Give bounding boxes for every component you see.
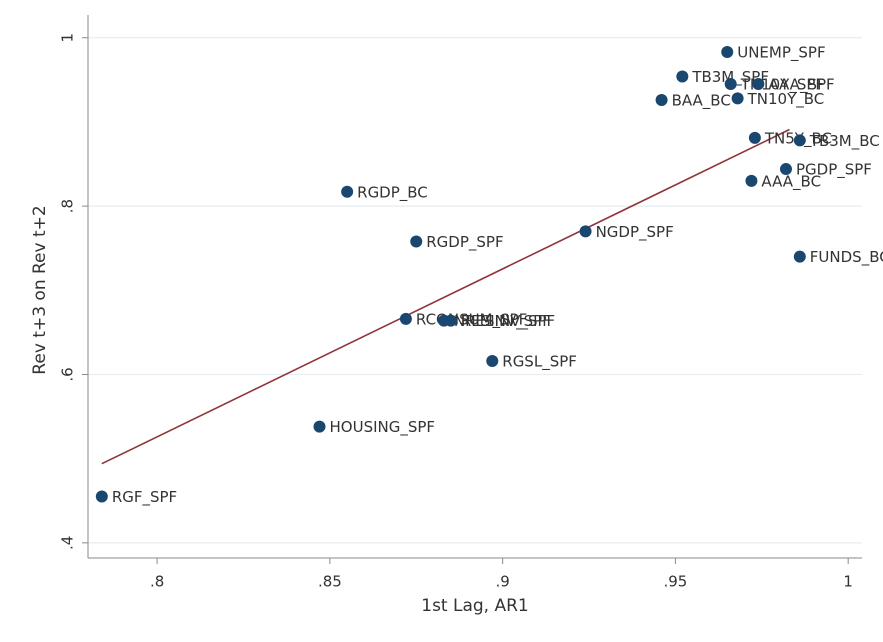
point — [731, 92, 744, 105]
y-tick-label: .4 — [59, 536, 77, 550]
point-label: RGDP_BC — [357, 183, 428, 202]
point — [676, 70, 689, 83]
point-label: NGDP_SPF — [596, 223, 674, 242]
point-label: HOUSING_SPF — [330, 418, 436, 437]
x-tick-label: .95 — [663, 573, 687, 591]
point-label: FUNDS_BC — [810, 248, 883, 267]
point — [410, 235, 423, 248]
point — [444, 314, 457, 327]
point — [486, 355, 499, 368]
x-tick-label: .85 — [318, 573, 342, 591]
x-tick-label: 1 — [843, 573, 853, 591]
point — [655, 94, 668, 107]
point-label: NRESINV_SPF — [454, 312, 555, 331]
y-axis-title: Rev t+3 on Rev t+2 — [30, 205, 50, 374]
point-label: TN10Y_BC — [747, 90, 825, 109]
y-tick-label: .6 — [59, 367, 77, 381]
point — [793, 134, 806, 147]
point — [579, 225, 592, 238]
point-label: BAA_BC — [672, 92, 731, 111]
y-tick-label: 1 — [59, 33, 77, 43]
point — [779, 163, 792, 176]
point — [793, 250, 806, 263]
point — [341, 185, 354, 198]
point-label: AAA_BC — [761, 172, 821, 191]
point — [95, 490, 108, 503]
point-label: RESINV_SPF — [461, 312, 551, 331]
x-axis-title: 1st Lag, AR1 — [421, 596, 529, 616]
x-tick-label: .8 — [150, 573, 164, 591]
point-label: UNEMP_SPF — [737, 44, 825, 63]
point-label: PGDP_SPF — [796, 161, 872, 180]
point-label: RGF_SPF — [112, 488, 177, 507]
point — [748, 131, 761, 144]
point — [313, 420, 326, 433]
point — [721, 46, 734, 59]
point — [724, 78, 737, 91]
point — [399, 312, 412, 325]
fit-line — [101, 128, 790, 465]
point-label: TB3M_SPF — [691, 68, 769, 87]
point — [752, 78, 765, 91]
y-tick-label: .8 — [59, 199, 77, 213]
point-label: TB3M_BC — [809, 132, 880, 151]
point — [745, 174, 758, 187]
point-label: AAA_SPF — [768, 76, 834, 95]
point-label: RGSL_SPF — [502, 353, 577, 372]
x-tick-label: .9 — [495, 573, 509, 591]
point-label: RGDP_SPF — [426, 233, 503, 252]
